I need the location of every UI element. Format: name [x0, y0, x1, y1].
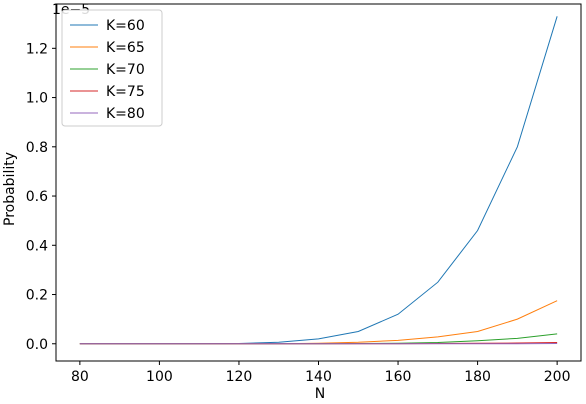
y-tick-label: 0.8	[26, 140, 48, 156]
y-axis-label: Probability	[2, 152, 18, 226]
y-tick-label: 0.0	[26, 337, 48, 353]
x-tick-label: 160	[385, 369, 412, 385]
legend-label: K=75	[106, 84, 145, 100]
plot-area	[55, 3, 582, 362]
legend-box	[61, 9, 163, 127]
x-tick-label: 180	[464, 369, 491, 385]
x-tick-label: 200	[544, 369, 571, 385]
x-tick-label: 80	[71, 369, 89, 385]
x-axis: 80 100 120 140 160 180 200	[71, 361, 571, 385]
y-axis: 0.0 0.2 0.4 0.6 0.8 1.0 1.2	[26, 41, 56, 353]
legend-label: K=60	[106, 18, 145, 34]
legend-label: K=65	[106, 40, 145, 56]
legend-label: K=80	[106, 106, 145, 122]
x-axis-label: N	[315, 386, 325, 402]
series-line-2	[79, 300, 558, 345]
x-tick-label: 100	[146, 369, 173, 385]
y-tick-label: 0.6	[26, 189, 48, 205]
x-tick-label: 120	[226, 369, 253, 385]
x-tick-label: 140	[305, 369, 332, 385]
y-tick-label: 0.2	[26, 288, 48, 304]
legend: K=60 K=65 K=70 K=75 K=80	[61, 9, 163, 127]
legend-label: K=70	[106, 62, 145, 78]
y-tick-label: 0.4	[26, 238, 48, 254]
y-tick-label: 1.2	[26, 41, 48, 57]
y-tick-label: 1.0	[26, 91, 48, 107]
